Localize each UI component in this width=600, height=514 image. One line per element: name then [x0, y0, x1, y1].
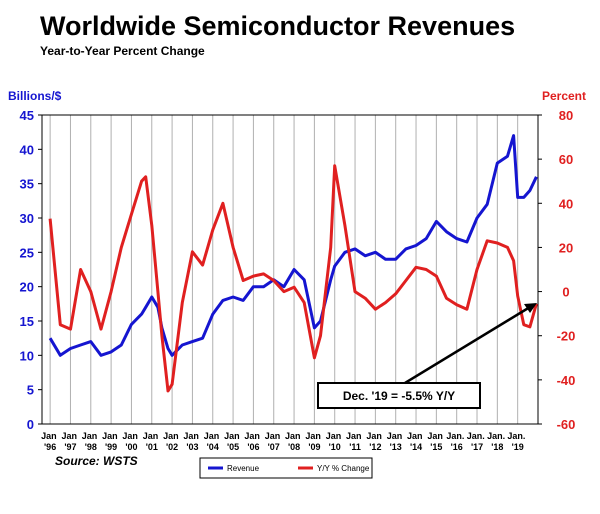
x-tick-label: Jan '12: [366, 431, 384, 452]
arrow-head: [524, 303, 537, 313]
x-tick-label: Jan '96: [41, 431, 59, 452]
x-tick-label: Jan '03: [183, 431, 201, 452]
x-tick-label: Jan '98: [82, 431, 100, 452]
y2-axis-title: Percent: [542, 89, 586, 103]
x-tick-label: Jan. '17: [467, 431, 488, 452]
annotation: Dec. '19 = -5.5% Y/Y: [343, 389, 455, 403]
y2-tick-label: 40: [559, 196, 573, 211]
y-tick-label: 30: [20, 211, 34, 226]
x-tick-label: Jan '05: [224, 431, 242, 452]
y-tick-label: 0: [27, 417, 34, 432]
x-tick-label: Jan '06: [244, 431, 262, 452]
y2-tick-label: -40: [557, 373, 576, 388]
legend-box: [199, 457, 373, 479]
x-tick-label: Jan '00: [122, 431, 140, 452]
x-tick-label: Jan '97: [61, 431, 79, 452]
plot-frame: [41, 114, 539, 425]
x-tick-label: Jan '13: [387, 431, 405, 452]
legend-label: Revenue: [227, 464, 260, 473]
y-tick-label: 45: [20, 108, 34, 123]
y-tick-label: 25: [20, 245, 34, 260]
annotation-box: [317, 382, 481, 409]
source: Source: WSTS: [55, 454, 138, 468]
annotation-arrow: [404, 305, 531, 385]
y2-tick-label: 60: [559, 152, 573, 167]
chart-title: Worldwide Semiconductor Revenues: [40, 11, 515, 41]
x-tick-label: Jan '15: [427, 431, 445, 452]
y-tick-label: 5: [27, 383, 34, 398]
y-tick-label: 40: [20, 142, 34, 157]
series-line: [48, 164, 538, 393]
x-tick-label: Jan '04: [204, 431, 222, 452]
x-tick-label: Jan '02: [163, 431, 181, 452]
y-tick-label: 35: [20, 177, 34, 192]
x-tick-label: Jan '10: [326, 431, 344, 452]
x-tick-label: Jan. '16: [446, 431, 467, 452]
x-tick-label: Jan '01: [143, 431, 161, 452]
y2-tick-label: -20: [557, 329, 576, 344]
legend-label: Y/Y % Change: [317, 464, 370, 473]
x-tick-label: Jan. '19: [507, 431, 528, 452]
y2-tick-label: 20: [559, 240, 573, 255]
y2-tick-label: 80: [559, 108, 573, 123]
series-line: [48, 134, 538, 357]
y2-tick-label: -60: [557, 417, 576, 432]
y-axis-title: Billions/$: [8, 89, 62, 103]
y-tick-label: 20: [20, 280, 34, 295]
y-tick-label: 15: [20, 314, 34, 329]
x-tick-label: Jan '09: [305, 431, 323, 452]
x-tick-label: Jan '99: [102, 431, 120, 452]
y-tick-label: 10: [20, 348, 34, 363]
x-tick-label: Jan '11: [346, 431, 364, 452]
y2-tick-label: 0: [562, 285, 569, 300]
x-tick-label: Jan '07: [265, 431, 283, 452]
x-tick-label: Jan '08: [285, 431, 303, 452]
chart-subtitle: Year-to-Year Percent Change: [40, 44, 205, 58]
x-tick-label: Jan. '18: [487, 431, 508, 452]
x-tick-label: Jan '14: [407, 431, 425, 452]
